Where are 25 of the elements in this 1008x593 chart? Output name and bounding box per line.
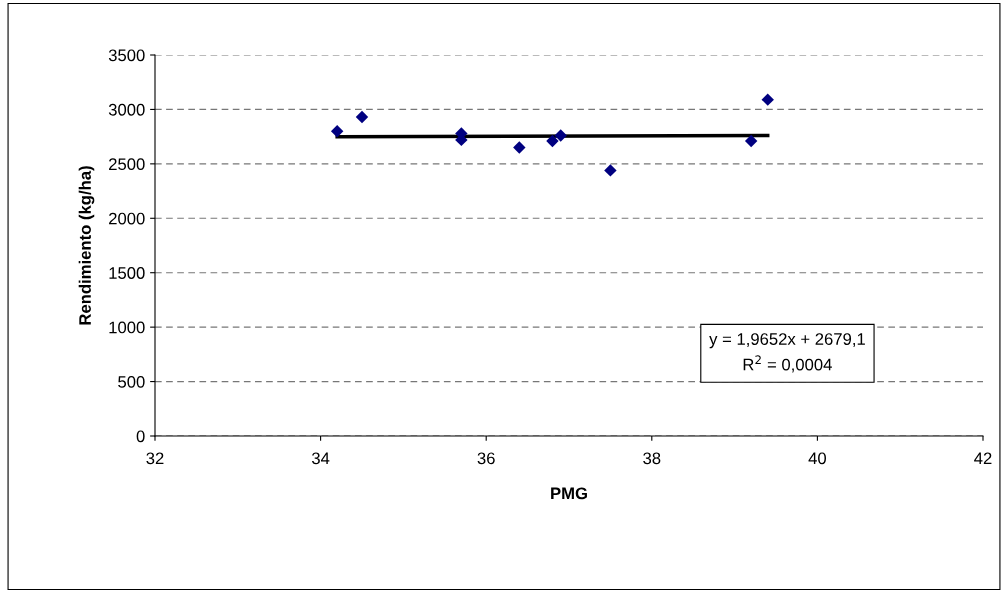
x-tick-label: 40 bbox=[808, 452, 827, 465]
x-axis-title: PMG bbox=[551, 487, 587, 500]
y-tick-label: 1500 bbox=[109, 267, 145, 279]
y-tick-label: 500 bbox=[118, 375, 145, 388]
y-axis-title: Rendimiento (kg/ha) bbox=[78, 166, 95, 325]
y-tick-label: 2500 bbox=[109, 158, 145, 171]
point bbox=[744, 134, 758, 148]
x-tick-label: 38 bbox=[643, 452, 661, 465]
x-tick-label: 32 bbox=[146, 452, 164, 465]
annotation: y = 1,9652x + 2679,1 R$^{2}$ = 0,0004 bbox=[709, 333, 865, 373]
point bbox=[355, 110, 369, 124]
point bbox=[761, 93, 774, 106]
x-tick-label: 36 bbox=[477, 452, 495, 465]
y-tick-label: 0 bbox=[136, 430, 145, 443]
x-tick-label: 42 bbox=[974, 452, 992, 465]
y-tick-label: 3500 bbox=[108, 49, 145, 62]
point bbox=[330, 124, 344, 138]
y-tick-label: 2000 bbox=[109, 212, 145, 225]
y-tick-label: 3000 bbox=[108, 103, 145, 116]
point bbox=[513, 141, 526, 154]
point bbox=[604, 164, 617, 177]
x-tick-label: 34 bbox=[311, 452, 330, 465]
point bbox=[546, 134, 559, 148]
y-tick-label: 1000 bbox=[109, 321, 145, 334]
point bbox=[554, 129, 567, 142]
